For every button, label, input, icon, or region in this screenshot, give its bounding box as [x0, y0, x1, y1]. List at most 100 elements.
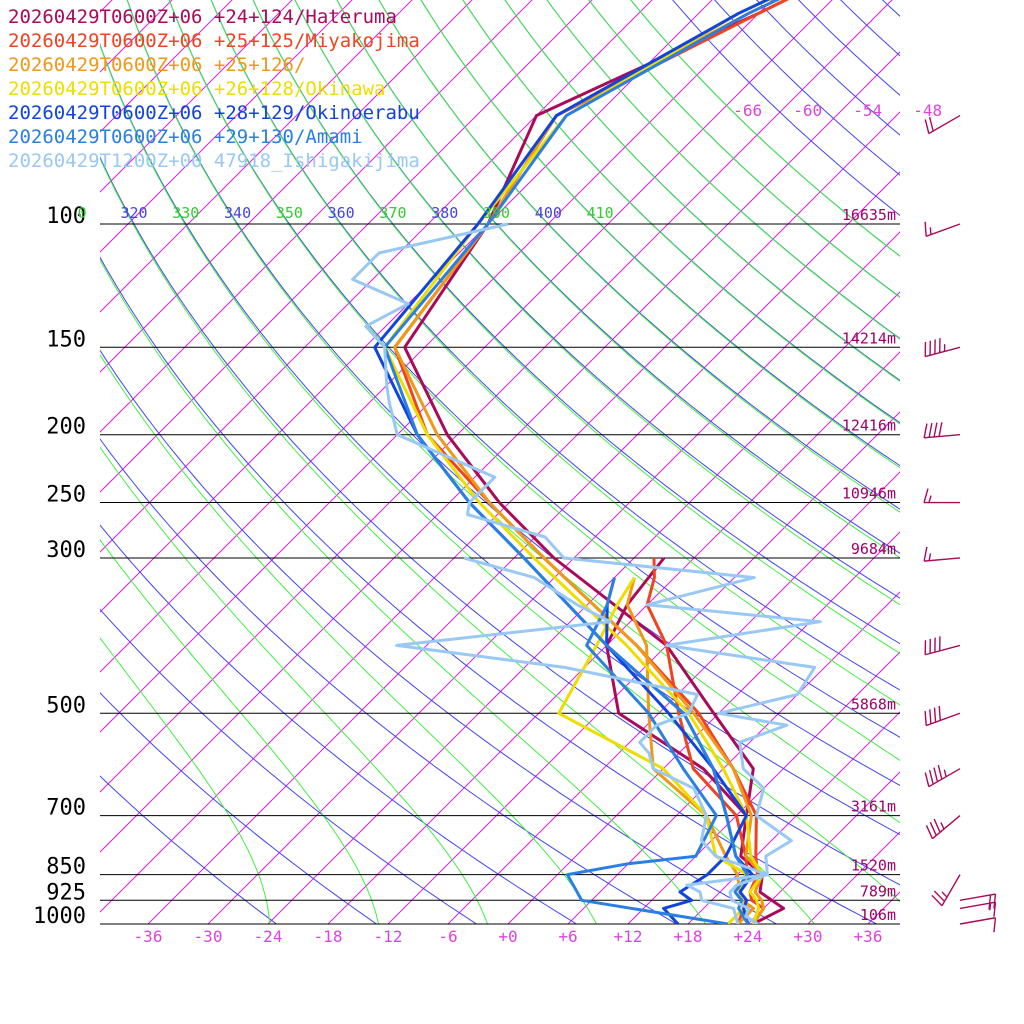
- theta-label: 350: [276, 204, 303, 222]
- theta-label: 360: [328, 204, 355, 222]
- theta-label: 390: [483, 204, 510, 222]
- theta-label: 410: [587, 204, 614, 222]
- height-label: 12416m: [842, 417, 896, 435]
- theta-e-line: [100, 446, 488, 924]
- theta-label: 380: [431, 204, 458, 222]
- isotherm-line: [207, 231, 900, 924]
- temperature-tick: -12: [374, 927, 403, 946]
- theta-e-line: [100, 354, 597, 924]
- isotherm-line: [267, 291, 900, 924]
- temperature-tick: -6: [438, 927, 457, 946]
- pressure-label: 700: [46, 796, 86, 821]
- series-6-temperature: [351, 222, 822, 924]
- theta-line: [100, 692, 377, 924]
- grid-lines: [100, 0, 1024, 924]
- theta-line: [378, 0, 900, 510]
- isotherm-line: [327, 351, 900, 924]
- theta-e-line: [126, 0, 900, 824]
- theta-e-line: [630, 0, 900, 257]
- upper-temperature-label: -54: [853, 101, 882, 120]
- legend-entry: 20260429T0600Z+06 +24+124/Hateruma: [8, 6, 397, 28]
- theta-e-line: [546, 0, 900, 340]
- temperature-tick: +18: [674, 927, 703, 946]
- theta-e-line: [378, 0, 900, 513]
- pressure-label: 850: [46, 855, 86, 880]
- pressure-label: 300: [46, 538, 86, 563]
- theta-line: [100, 524, 577, 924]
- temperature-tick: +36: [854, 927, 883, 946]
- legend-entry: 20260429T0600Z+06 +25+125/Miyakojima: [8, 30, 420, 52]
- isotherm-line: [928, 0, 1024, 924]
- theta-label: 0: [78, 204, 87, 222]
- temperature-tick: +24: [734, 927, 763, 946]
- theta-e-line: [100, 258, 706, 924]
- theta-line: [210, 0, 900, 691]
- pressure-label: 1000: [33, 904, 86, 929]
- theta-e-line: [504, 0, 900, 382]
- temperature-tick: -18: [314, 927, 343, 946]
- legend-entry: 20260429T0600Z+06 +26+128/Okinawa: [8, 78, 386, 100]
- upper-temperature-label: -60: [793, 101, 822, 120]
- theta-line: [100, 349, 777, 924]
- series-5-dewpoint: [565, 577, 729, 924]
- theta-line: [252, 0, 900, 645]
- theta-line: [462, 0, 900, 424]
- isotherm-line: [100, 0, 833, 733]
- theta-line: [420, 0, 900, 467]
- isotherm-line: [100, 0, 473, 373]
- theta-line: [756, 0, 900, 136]
- theta-line: [100, 256, 877, 924]
- height-label: 1520m: [851, 857, 896, 875]
- theta-e-line: [252, 0, 900, 655]
- pressure-label: 925: [46, 880, 86, 905]
- height-label: 5868m: [851, 695, 896, 713]
- theta-e-line: [168, 0, 900, 761]
- isotherm-line: [567, 591, 900, 924]
- pressure-label: 200: [46, 415, 86, 440]
- isotherm-line: [100, 0, 653, 553]
- isotherm-line: [447, 471, 900, 924]
- theta-line: [126, 0, 900, 787]
- isotherm-line: [100, 0, 713, 613]
- wind-barb: [931, 874, 961, 907]
- wind-barb: [925, 815, 961, 840]
- height-label: 789m: [860, 882, 896, 900]
- height-label: 10946m: [842, 485, 896, 503]
- theta-label: 320: [120, 204, 147, 222]
- theta-line: [336, 0, 900, 554]
- theta-e-line: [100, 539, 379, 924]
- theta-line: [100, 43, 900, 836]
- legend-entry: 20260429T0600Z+06 +25+126/: [8, 54, 306, 76]
- isotherm-line: [100, 51, 900, 853]
- isotherm-line: [988, 0, 1024, 924]
- theta-line: [100, 438, 677, 924]
- height-label: 9684m: [851, 540, 896, 558]
- theta-line: [630, 0, 900, 257]
- height-label: 14214m: [842, 329, 896, 347]
- height-label: 106m: [860, 906, 896, 924]
- theta-e-line: [210, 0, 900, 706]
- isotherm-line: [100, 0, 593, 493]
- height-label: 3161m: [851, 798, 896, 816]
- wind-barb: [924, 114, 961, 135]
- pressure-label: 150: [46, 327, 86, 352]
- wind-barb: [959, 917, 997, 933]
- legend-entry: 20260429T0600Z+06 +28+129/Okinoerabu: [8, 102, 420, 124]
- pressure-label: 250: [46, 483, 86, 508]
- isotherm-line: [147, 171, 900, 924]
- temperature-tick: +30: [794, 927, 823, 946]
- theta-label: 370: [379, 204, 406, 222]
- theta-label: 330: [172, 204, 199, 222]
- theta-line: [504, 0, 900, 382]
- temperature-tick: -36: [134, 927, 163, 946]
- theta-line: [294, 0, 900, 599]
- theta-label: 400: [535, 204, 562, 222]
- theta-line: [100, 608, 477, 924]
- temperature-tick: -24: [254, 927, 283, 946]
- wind-barb: [924, 636, 961, 656]
- wind-barb: [923, 546, 961, 562]
- theta-e-line: [420, 0, 900, 469]
- isotherm-line: [387, 411, 900, 924]
- series-0-dewpoint: [605, 557, 748, 817]
